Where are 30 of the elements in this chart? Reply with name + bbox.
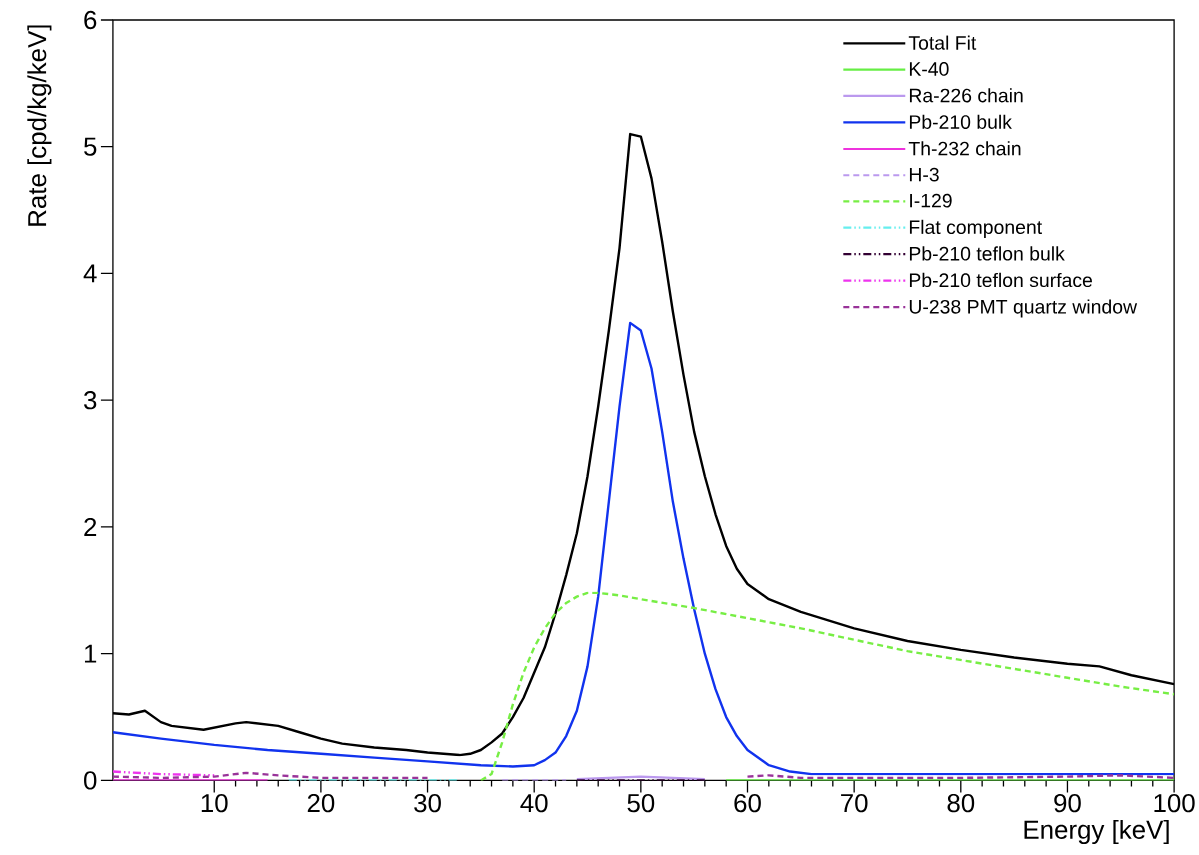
- x-tick-label: 80: [947, 793, 975, 813]
- y-tick-label: 0: [84, 771, 97, 790]
- legend-label: Pb-210 teflon bulk: [909, 246, 1065, 261]
- x-tick-label: 40: [520, 793, 548, 813]
- legend-label: U-238 PMT quartz window: [909, 299, 1138, 318]
- legend-label: H-3: [909, 167, 939, 182]
- y-tick-label: 3: [84, 390, 97, 410]
- legend-label: Ra-226 chain: [909, 87, 1023, 103]
- x-tick-label: 10: [201, 793, 228, 813]
- x-tick-label: 20: [307, 793, 335, 813]
- legend-label: Th-232 chain: [908, 141, 1021, 156]
- x-tick-label: 30: [414, 793, 441, 813]
- y-axis-title: Rate [cpd/kg/keV]: [27, 25, 52, 226]
- legend-label: Pb-210 bulk: [909, 114, 1012, 129]
- x-axis-title: Energy [keV]: [1024, 819, 1169, 844]
- y-tick-label: 1: [84, 644, 97, 663]
- x-tick-label: 60: [734, 793, 761, 813]
- x-tick-label: 70: [841, 793, 868, 813]
- y-tick-label: 5: [84, 137, 97, 156]
- legend-label: K-40: [909, 61, 949, 76]
- x-tick-label: 90: [1054, 793, 1081, 813]
- y-tick-label: 2: [84, 517, 97, 536]
- x-tick-label: 50: [627, 793, 655, 813]
- legend-label: Total Fit: [908, 35, 977, 50]
- legend-label: Flat component: [909, 219, 1042, 238]
- y-tick-label: 4: [83, 264, 97, 283]
- legend-label: Pb-210 teflon surface: [909, 272, 1092, 287]
- legend-label: I-129: [910, 193, 952, 208]
- x-tick-label: 100: [1154, 793, 1195, 813]
- y-tick-label: 6: [84, 10, 97, 29]
